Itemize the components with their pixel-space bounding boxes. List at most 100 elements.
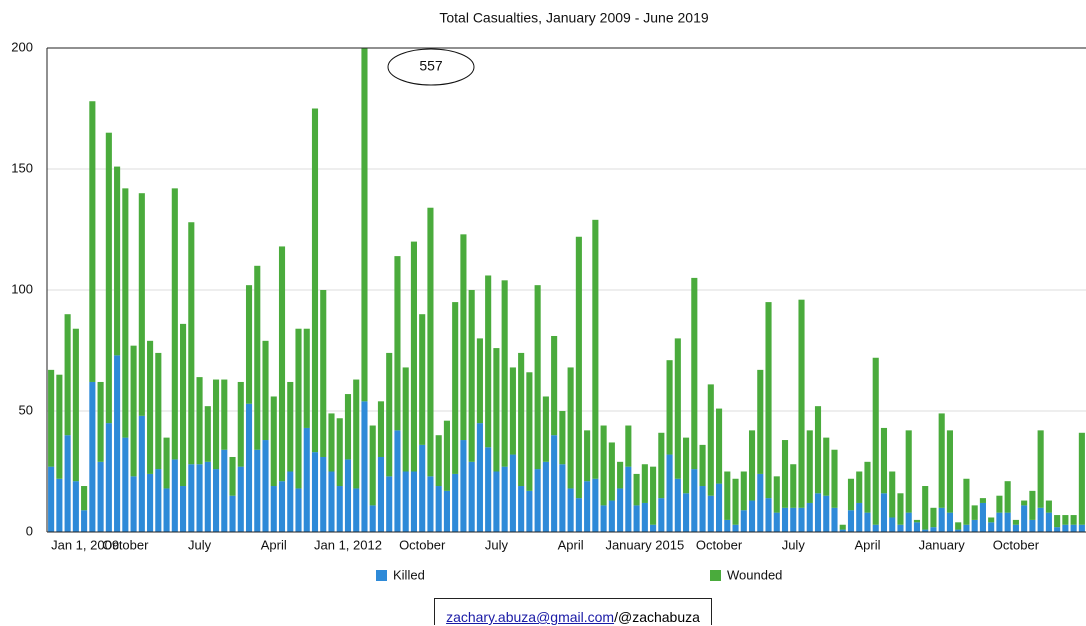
bar (344, 459, 352, 532)
bar (155, 469, 162, 532)
bar (1021, 505, 1028, 532)
bar (155, 352, 162, 470)
y-tick-label: 200 (11, 39, 33, 54)
bar (518, 352, 525, 487)
bar (171, 188, 178, 460)
bar (468, 461, 475, 532)
bar (476, 338, 483, 424)
bar (757, 473, 764, 532)
bar (600, 505, 607, 532)
bar (460, 234, 467, 441)
bar (707, 384, 714, 496)
bar (575, 498, 582, 532)
bar (138, 193, 145, 416)
bar (410, 241, 417, 472)
bar (320, 456, 327, 532)
bar (1012, 524, 1019, 532)
bar (773, 512, 780, 532)
bars (48, 48, 1085, 532)
bar (377, 401, 385, 457)
bar (897, 524, 904, 532)
x-tick-label: April (261, 537, 287, 552)
bar (443, 490, 450, 532)
bar (938, 507, 945, 532)
bar (847, 510, 855, 532)
x-tick-label: July (188, 537, 212, 552)
bar (534, 285, 541, 470)
bar (617, 488, 624, 532)
bar (699, 444, 706, 487)
bar (592, 478, 599, 532)
bar (740, 510, 747, 532)
bar (468, 290, 475, 462)
bar (856, 502, 863, 532)
bar (311, 108, 319, 453)
email-link[interactable]: zachary.abuza@gmail.com (446, 609, 615, 625)
bar (81, 510, 88, 532)
bar (814, 406, 822, 494)
bar (526, 372, 533, 491)
bar (419, 444, 426, 532)
bar (64, 435, 71, 532)
bar (196, 377, 203, 465)
bar (56, 478, 63, 532)
bar (328, 413, 335, 472)
bar (1070, 524, 1077, 532)
bar (1054, 527, 1061, 532)
bar (551, 435, 558, 532)
bar (204, 406, 211, 462)
bar (485, 275, 492, 448)
bar (369, 425, 376, 506)
bar (831, 507, 838, 532)
bar (971, 519, 978, 532)
bar (48, 369, 55, 467)
bar (336, 486, 343, 532)
footer-handle: /@zachabuza (614, 609, 700, 625)
bar (105, 423, 112, 532)
bar (806, 430, 813, 503)
y-tick-label: 100 (11, 281, 33, 296)
bar (1070, 515, 1077, 525)
bar (608, 442, 615, 501)
bar (245, 285, 253, 404)
bar (254, 449, 261, 532)
bar (1037, 507, 1044, 532)
bar (163, 488, 170, 532)
bar (435, 486, 442, 532)
bar (666, 454, 673, 532)
bar (905, 512, 912, 532)
bar (1012, 519, 1019, 525)
bar (1062, 524, 1069, 532)
bar (377, 456, 385, 532)
bar (889, 471, 896, 518)
bar (740, 471, 747, 511)
bar (1078, 524, 1085, 532)
bar (806, 502, 813, 532)
bar (922, 486, 929, 530)
bar (1037, 430, 1044, 508)
bar (501, 280, 508, 467)
x-tick-label: April (558, 537, 584, 552)
bar (443, 420, 450, 491)
bar (856, 471, 863, 503)
bar (938, 413, 945, 508)
bar (592, 219, 599, 479)
bar (683, 437, 690, 494)
bar (262, 340, 269, 441)
bar (163, 437, 170, 489)
bar (493, 471, 500, 532)
bar (56, 374, 63, 479)
bar (757, 369, 764, 474)
bar (89, 101, 96, 382)
footer: zachary.abuza@gmail.com/@zachabuza (434, 598, 712, 625)
grid (47, 47, 1086, 533)
bar (996, 495, 1003, 513)
bar (311, 452, 319, 532)
x-tick-label: October (399, 537, 446, 552)
bar (559, 411, 566, 465)
bar (625, 466, 632, 532)
bar (114, 355, 121, 532)
bar (48, 466, 55, 532)
bar (781, 507, 789, 532)
bar (122, 437, 129, 532)
